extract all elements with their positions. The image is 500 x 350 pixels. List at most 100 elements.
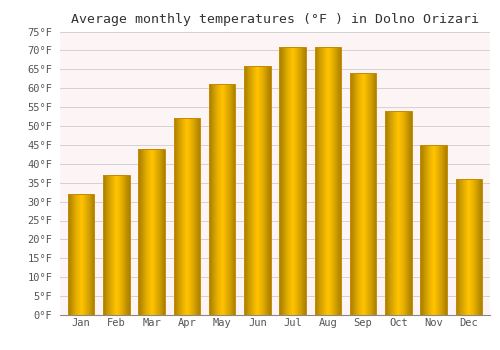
Bar	[185, 118, 186, 315]
Bar	[405, 111, 406, 315]
Bar	[84, 194, 85, 315]
Bar	[325, 47, 326, 315]
Bar	[257, 65, 258, 315]
Bar	[191, 118, 192, 315]
Bar	[162, 149, 164, 315]
Bar	[328, 47, 329, 315]
Bar	[246, 65, 247, 315]
Bar	[245, 65, 246, 315]
Bar	[400, 111, 401, 315]
Bar	[410, 111, 411, 315]
Bar	[196, 118, 197, 315]
Bar	[361, 73, 362, 315]
Bar	[182, 118, 183, 315]
Bar	[268, 65, 269, 315]
Bar	[112, 175, 113, 315]
Bar	[261, 65, 262, 315]
Bar	[88, 194, 89, 315]
Bar	[290, 47, 291, 315]
Bar	[391, 111, 392, 315]
Bar	[370, 73, 371, 315]
Bar	[294, 47, 296, 315]
Bar	[331, 47, 332, 315]
Bar	[188, 118, 189, 315]
Bar	[124, 175, 125, 315]
Bar	[398, 111, 399, 315]
Bar	[424, 145, 425, 315]
Bar	[356, 73, 357, 315]
Bar	[259, 65, 260, 315]
Bar	[422, 145, 423, 315]
Bar	[216, 84, 217, 315]
Bar	[142, 149, 143, 315]
Bar	[87, 194, 88, 315]
Bar	[368, 73, 369, 315]
Bar	[283, 47, 284, 315]
Bar	[146, 149, 147, 315]
Bar	[119, 175, 120, 315]
Bar	[254, 65, 256, 315]
Bar	[187, 118, 188, 315]
Bar	[114, 175, 115, 315]
Bar	[74, 194, 75, 315]
Bar	[78, 194, 79, 315]
Bar	[260, 65, 261, 315]
Bar	[360, 73, 361, 315]
Bar	[429, 145, 430, 315]
Bar	[139, 149, 140, 315]
Bar	[212, 84, 213, 315]
Bar	[362, 73, 363, 315]
Bar	[225, 84, 226, 315]
Bar	[365, 73, 366, 315]
Bar	[469, 179, 470, 315]
Bar	[199, 118, 200, 315]
Bar	[178, 118, 179, 315]
Bar	[249, 65, 250, 315]
Bar	[332, 47, 333, 315]
Bar	[113, 175, 114, 315]
Bar	[262, 65, 263, 315]
Bar	[464, 179, 465, 315]
Bar	[479, 179, 480, 315]
Bar	[401, 111, 402, 315]
Bar	[300, 47, 301, 315]
Bar	[192, 118, 193, 315]
Bar	[180, 118, 181, 315]
Bar	[217, 84, 218, 315]
Bar	[402, 111, 403, 315]
Bar	[397, 111, 398, 315]
Title: Average monthly temperatures (°F ) in Dolno Orizari: Average monthly temperatures (°F ) in Do…	[71, 13, 479, 26]
Bar	[459, 179, 460, 315]
Bar	[211, 84, 212, 315]
Bar	[289, 47, 290, 315]
Bar	[181, 118, 182, 315]
Bar	[104, 175, 105, 315]
Bar	[263, 65, 264, 315]
Bar	[264, 65, 265, 315]
Bar	[389, 111, 390, 315]
Bar	[111, 175, 112, 315]
Bar	[198, 118, 199, 315]
Bar	[314, 47, 341, 315]
Bar	[293, 47, 294, 315]
Bar	[324, 47, 325, 315]
Bar	[77, 194, 78, 315]
Bar	[301, 47, 302, 315]
Bar	[298, 47, 299, 315]
Bar	[336, 47, 337, 315]
Bar	[318, 47, 319, 315]
Bar	[155, 149, 156, 315]
Bar	[73, 194, 74, 315]
Bar	[456, 179, 457, 315]
Bar	[80, 194, 81, 315]
Bar	[314, 47, 315, 315]
Bar	[359, 73, 360, 315]
Bar	[92, 194, 93, 315]
Bar	[392, 111, 393, 315]
Bar	[244, 65, 245, 315]
Bar	[126, 175, 127, 315]
Bar	[317, 47, 318, 315]
Bar	[91, 194, 92, 315]
Bar	[244, 65, 270, 315]
Bar	[432, 145, 433, 315]
